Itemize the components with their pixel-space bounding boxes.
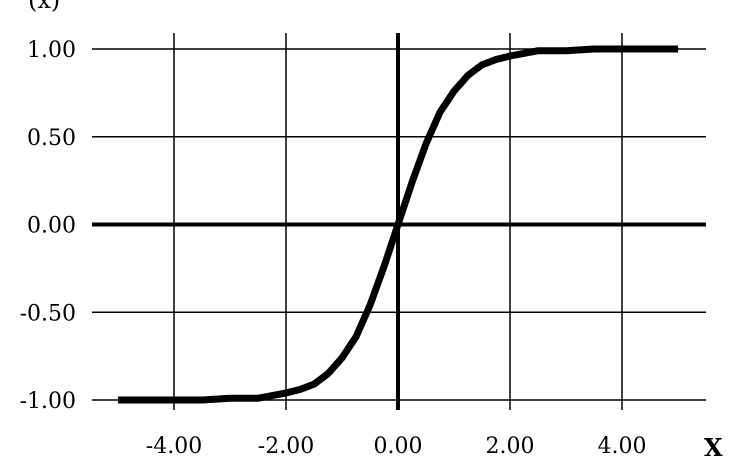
y-tick-label: -0.50	[20, 301, 76, 326]
y-tick-label: 0.50	[27, 126, 76, 151]
x-tick-label: -2.00	[258, 434, 314, 459]
curve-layer	[117, 45, 679, 404]
x-tick-label: 4.00	[598, 434, 647, 459]
y-tick-label: 1.00	[27, 38, 76, 63]
y-axis-label: (x)	[28, 0, 60, 14]
tick-labels: -4.00 -2.00 0.00 2.00 4.00 1.00 0.50 0.00 -0.50 -…	[20, 38, 647, 459]
x-axis-label: X	[704, 433, 723, 462]
series-line	[117, 45, 679, 404]
y-tick-label: -1.00	[20, 389, 76, 414]
y-tick-label: 0.00	[27, 214, 76, 239]
x-tick-label: 2.00	[486, 434, 535, 459]
x-tick-label: -4.00	[146, 434, 202, 459]
x-tick-label: 0.00	[374, 434, 423, 459]
